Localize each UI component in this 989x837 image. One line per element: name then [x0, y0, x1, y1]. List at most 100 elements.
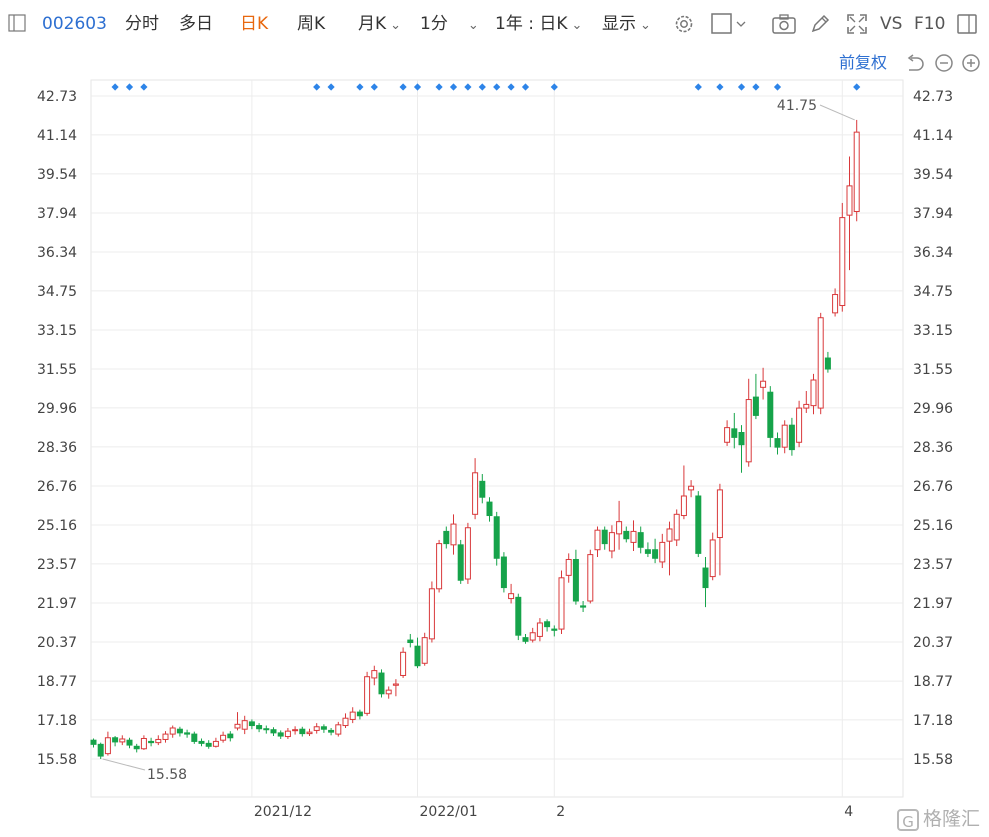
event-marker-diamond	[550, 83, 558, 91]
y-tick-label-left: 34.75	[37, 284, 77, 300]
candle	[788, 417, 795, 456]
candle	[803, 390, 810, 413]
f10-button[interactable]: F10	[914, 12, 945, 36]
checkbox-icon	[711, 13, 732, 34]
y-tick-label-right: 37.94	[913, 206, 953, 222]
candle-body-down	[637, 532, 644, 548]
candle	[364, 671, 371, 716]
range-dropdown[interactable]: 1年 : 日K ⌄	[495, 12, 582, 36]
camera-icon[interactable]	[771, 12, 797, 36]
window-icon[interactable]	[956, 12, 978, 36]
candle	[659, 533, 666, 569]
candle-body-up	[342, 717, 349, 727]
event-marker-diamond	[313, 83, 321, 91]
event-marker-diamond	[737, 83, 746, 91]
vs-button[interactable]: VS	[880, 12, 902, 36]
candle	[378, 669, 385, 698]
settings-gear-icon[interactable]	[672, 12, 696, 36]
candle-body-up	[565, 558, 572, 576]
panel-toggle-icon[interactable]	[8, 14, 26, 38]
y-tick-label-left: 31.55	[37, 362, 77, 378]
candle-body-down	[256, 725, 263, 730]
candle-body-up	[313, 726, 320, 731]
candle-body-up	[400, 651, 407, 676]
candle-body-up	[508, 593, 515, 600]
y-tick-label-left: 42.73	[37, 89, 77, 105]
event-marker-diamond	[694, 83, 702, 91]
candle	[227, 731, 234, 742]
y-tick-label-left: 26.76	[37, 479, 77, 495]
event-marker-diamond	[125, 83, 134, 91]
candle-body-down	[320, 726, 327, 730]
candle-body-up	[392, 683, 399, 686]
candle-body-down	[623, 530, 630, 540]
candle	[680, 465, 687, 520]
candle	[263, 725, 270, 734]
candle-body-down	[97, 743, 104, 757]
candle-body-down	[356, 711, 363, 717]
candle	[450, 514, 457, 555]
candle-body-up	[349, 711, 356, 720]
candle	[580, 601, 587, 612]
candle	[191, 731, 198, 744]
f10-label: F10	[914, 14, 946, 34]
candle-body-up	[616, 521, 623, 535]
tab-weekly-k[interactable]: 周K	[297, 14, 326, 34]
tab-multi-day[interactable]: 多日	[179, 14, 213, 34]
checkbox-dropdown[interactable]	[710, 12, 750, 36]
candle-body-up	[839, 217, 846, 307]
candle-body-up	[666, 528, 673, 542]
y-tick-label-left: 28.36	[37, 440, 77, 456]
candle-body-up	[162, 733, 169, 740]
candle-body-up	[371, 670, 378, 679]
candle-body-down	[277, 732, 284, 737]
y-tick-label-right: 39.54	[913, 167, 953, 183]
candle-body-down	[752, 396, 759, 416]
candle	[335, 721, 342, 737]
zoom-out-icon[interactable]	[935, 54, 953, 72]
tab-daily-k[interactable]: 日K	[240, 14, 269, 34]
candle-body-up	[680, 495, 687, 517]
watermark-text: 格隆汇	[923, 808, 981, 830]
event-marker-diamond	[449, 83, 458, 91]
y-tick-label-right: 15.58	[913, 752, 953, 768]
y-tick-label-right: 26.76	[913, 479, 953, 495]
candle	[738, 425, 745, 473]
candle-body-down	[702, 567, 709, 589]
stock-code[interactable]: 002603	[42, 14, 107, 34]
pen-icon[interactable]	[808, 12, 832, 36]
plot-frame	[90, 79, 904, 798]
vs-label: VS	[880, 14, 903, 34]
event-marker-diamond	[752, 83, 760, 91]
candle	[551, 625, 558, 637]
candle-body-down	[551, 628, 558, 631]
candle	[832, 288, 839, 317]
candle	[796, 400, 803, 448]
candle-body-up	[421, 637, 428, 664]
axes-layer: 42.73 42.73 41.14 41.14 39.54 39.54 37.94 37.94…	[37, 89, 953, 820]
candle	[277, 730, 284, 739]
candle-body-down	[126, 739, 133, 746]
candle	[515, 593, 522, 641]
candle	[421, 632, 428, 666]
candle	[342, 713, 349, 728]
candle	[774, 432, 781, 455]
x-tick-label: 2	[556, 804, 565, 820]
candle	[356, 709, 363, 720]
candle-body-up	[724, 427, 731, 443]
tab-monthly-k-dropdown[interactable]: 月K ⌄	[358, 12, 401, 36]
period-dropdown[interactable]: 1分 ⌄	[420, 12, 479, 36]
zoom-in-icon[interactable]	[962, 54, 980, 72]
tab-intraday[interactable]: 分时	[125, 14, 159, 34]
y-tick-label-left: 15.58	[37, 752, 77, 768]
fq-button[interactable]: 前复权	[839, 53, 887, 72]
candle	[212, 737, 219, 748]
fullscreen-icon[interactable]	[845, 12, 869, 36]
display-dropdown[interactable]: 显示 ⌄	[602, 12, 651, 36]
candle-body-up	[428, 588, 435, 640]
event-marker-diamond	[464, 83, 472, 91]
undo-icon[interactable]	[907, 54, 924, 71]
candle	[709, 532, 716, 581]
candle	[472, 458, 479, 520]
